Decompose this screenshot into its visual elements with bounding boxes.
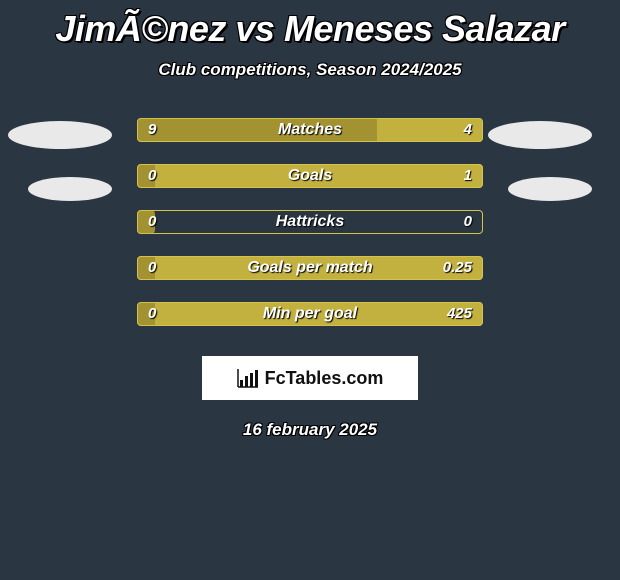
- stat-value-right: 0: [464, 210, 472, 234]
- stat-value-left: 0: [148, 164, 156, 188]
- stat-value-left: 9: [148, 118, 156, 142]
- stat-value-left: 0: [148, 210, 156, 234]
- stat-value-right: 1: [464, 164, 472, 188]
- stat-value-right: 425: [447, 302, 472, 326]
- stat-row: 0425Min per goal: [0, 302, 620, 326]
- stat-value-right: 4: [464, 118, 472, 142]
- page-title: JimÃ©nez vs Meneses Salazar: [0, 8, 620, 50]
- bar-track: [137, 302, 483, 326]
- player-ellipse: [488, 121, 592, 149]
- subtitle: Club competitions, Season 2024/2025: [0, 60, 620, 80]
- bar-left: [137, 118, 377, 142]
- stat-value-right: 0.25: [443, 256, 472, 280]
- player-ellipse: [8, 121, 112, 149]
- stat-rows: 94Matches01Goals00Hattricks00.25Goals pe…: [0, 118, 620, 326]
- bar-track: [137, 164, 483, 188]
- player-ellipse: [28, 177, 112, 201]
- bar-track: [137, 210, 483, 234]
- stat-row: 00.25Goals per match: [0, 256, 620, 280]
- stat-value-left: 0: [148, 302, 156, 326]
- bar-right: [155, 164, 483, 188]
- bar-right: [155, 302, 483, 326]
- bar-right: [155, 256, 483, 280]
- bar-track: [137, 256, 483, 280]
- stat-row: 00Hattricks: [0, 210, 620, 234]
- player-ellipse: [508, 177, 592, 201]
- brand-box: FcTables.com: [202, 356, 418, 400]
- comparison-infographic: JimÃ©nez vs Meneses Salazar Club competi…: [0, 0, 620, 580]
- bar-track: [137, 118, 483, 142]
- brand-text: FcTables.com: [265, 368, 384, 389]
- bar-chart-icon: [237, 368, 259, 388]
- stat-value-left: 0: [148, 256, 156, 280]
- date-text: 16 february 2025: [0, 420, 620, 440]
